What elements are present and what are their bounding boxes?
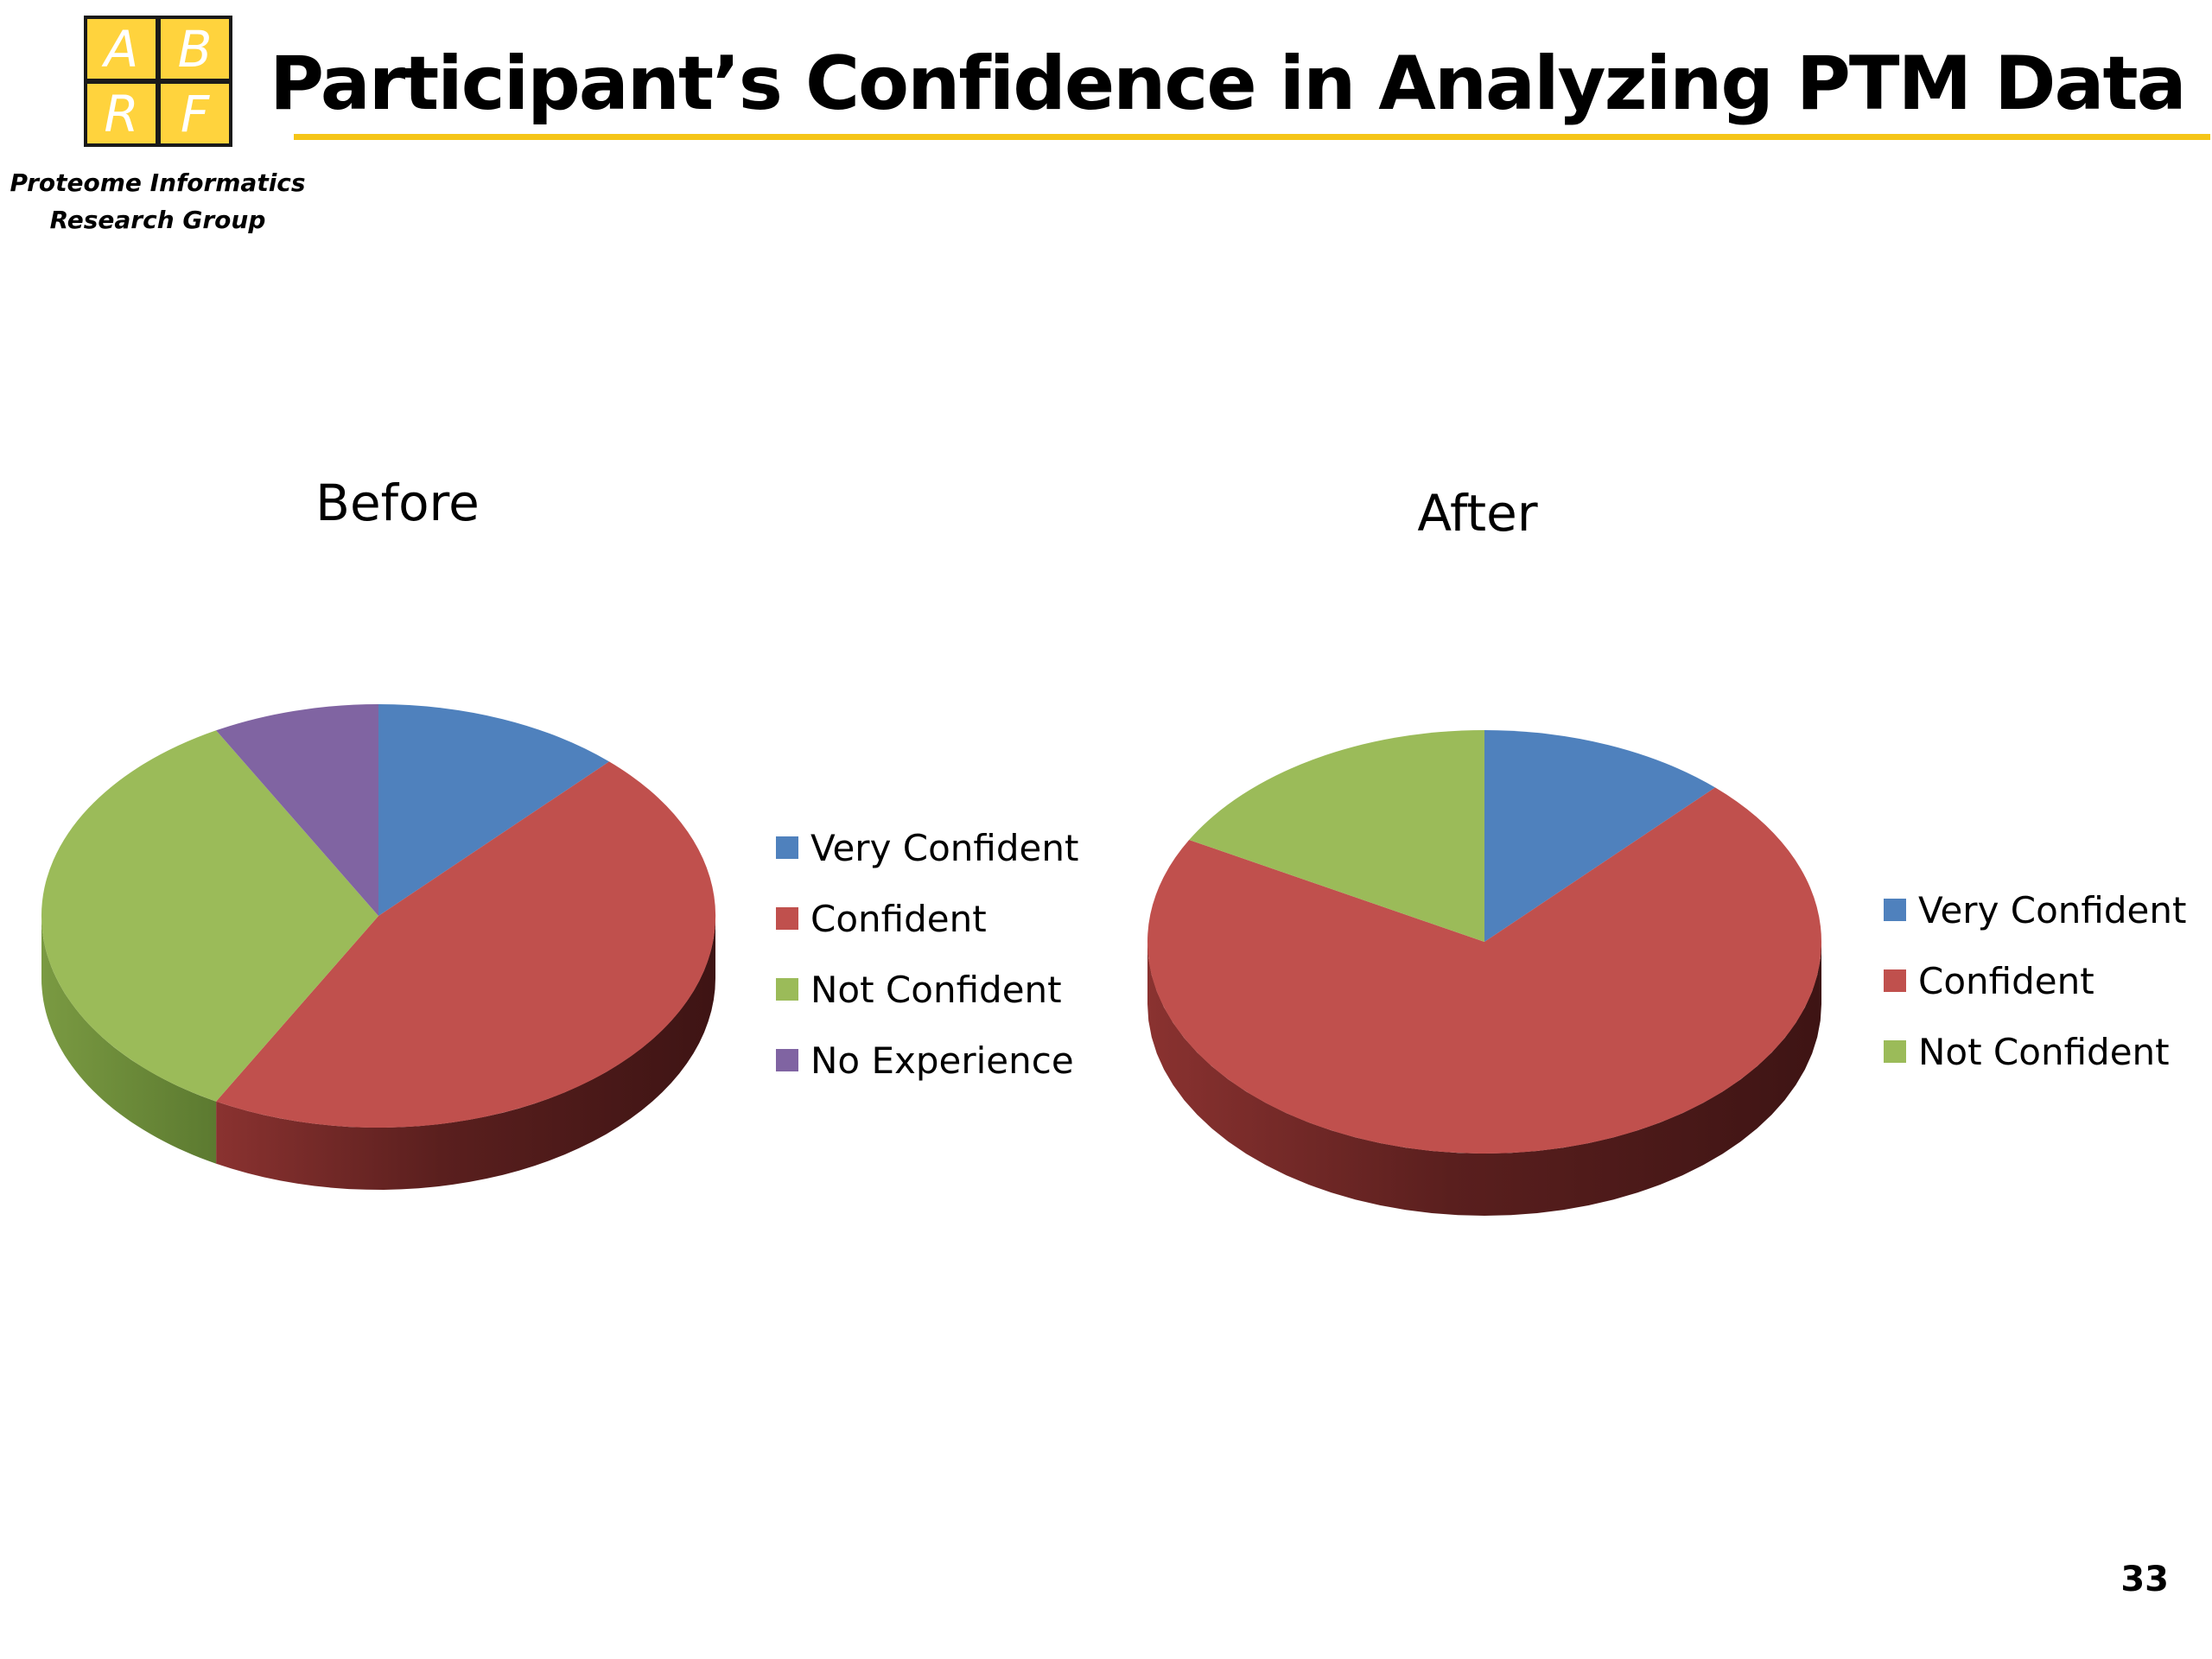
after-chart-title: After bbox=[1417, 484, 1538, 543]
after-pie-chart bbox=[1147, 730, 1822, 1216]
before-slice-no-experience bbox=[216, 704, 378, 916]
organization-name-line2: Research Group bbox=[49, 206, 266, 234]
after-legend-item-very-confident: Very Confident bbox=[1884, 874, 2186, 945]
after-slice-not-confident bbox=[1189, 730, 1484, 942]
organization-name: Proteome Informatics Research Group bbox=[0, 164, 315, 238]
page-number: 33 bbox=[2120, 1560, 2169, 1599]
before-legend-swatch-no-experience bbox=[776, 1049, 798, 1071]
title-underline bbox=[294, 134, 2210, 140]
before-pie-chart bbox=[41, 704, 716, 1190]
before-legend-label-confident: Confident bbox=[810, 897, 987, 940]
before-chart-title: Before bbox=[315, 474, 480, 532]
after-legend-label-very-confident: Very Confident bbox=[1918, 888, 2187, 931]
logo-letter-f: F bbox=[161, 84, 229, 143]
before-legend-item-confident: Confident bbox=[776, 883, 1078, 954]
after-legend-label-not-confident: Not Confident bbox=[1918, 1030, 2170, 1073]
logo-letter-r: R bbox=[87, 84, 156, 143]
abrf-logo: A B R F bbox=[84, 16, 232, 147]
after-slice-very-confident bbox=[1484, 730, 1715, 942]
before-legend: Very Confident Confident Not Confident No E… bbox=[776, 812, 1078, 1096]
after-slice-confident bbox=[1147, 787, 1822, 1154]
before-legend-label-no-experience: No Experience bbox=[810, 1039, 1074, 1082]
before-slice-very-confident bbox=[378, 704, 609, 916]
logo-letter-a: A bbox=[87, 19, 156, 79]
before-legend-label-not-confident: Not Confident bbox=[810, 968, 1062, 1011]
after-legend-swatch-very-confident bbox=[1884, 899, 1906, 921]
before-legend-item-no-experience: No Experience bbox=[776, 1025, 1078, 1096]
before-slice-side-confident bbox=[216, 916, 716, 1190]
after-legend-label-confident: Confident bbox=[1918, 959, 2094, 1002]
before-legend-label-very-confident: Very Confident bbox=[810, 826, 1079, 869]
before-legend-swatch-confident bbox=[776, 907, 798, 930]
after-legend-item-confident: Confident bbox=[1884, 945, 2186, 1016]
before-legend-item-not-confident: Not Confident bbox=[776, 954, 1078, 1025]
slide-title: Participant’s Confidence in Analyzing PT… bbox=[270, 41, 2187, 127]
after-legend-swatch-not-confident bbox=[1884, 1040, 1906, 1063]
after-legend-item-not-confident: Not Confident bbox=[1884, 1016, 2186, 1087]
logo-letter-b: B bbox=[161, 19, 229, 79]
after-slice-side-confident bbox=[1147, 942, 1821, 1216]
before-legend-item-very-confident: Very Confident bbox=[776, 812, 1078, 883]
before-legend-swatch-very-confident bbox=[776, 836, 798, 859]
after-legend: Very Confident Confident Not Confident bbox=[1884, 874, 2186, 1087]
after-legend-swatch-confident bbox=[1884, 969, 1906, 992]
before-slice-side-not-confident bbox=[41, 916, 217, 1164]
before-slice-not-confident bbox=[41, 730, 378, 1102]
organization-name-line1: Proteome Informatics bbox=[10, 168, 306, 197]
before-slice-confident bbox=[216, 761, 716, 1128]
before-legend-swatch-not-confident bbox=[776, 978, 798, 1001]
